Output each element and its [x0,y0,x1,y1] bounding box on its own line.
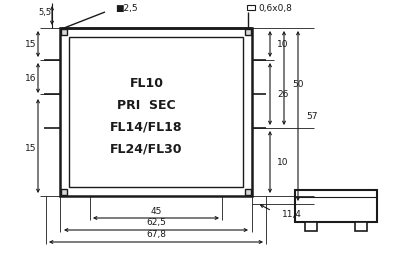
Bar [61,189,67,195]
Text: 67,8: 67,8 [146,230,166,239]
Text: 0,6x0,8: 0,6x0,8 [258,4,292,13]
Text: 5,5: 5,5 [38,8,52,17]
Bar [295,190,377,222]
Text: 15: 15 [25,39,37,48]
Text: 16: 16 [25,74,37,83]
Text: PRI  SEC: PRI SEC [117,99,176,111]
Bar [245,29,251,35]
Text: 11,4: 11,4 [282,211,302,220]
Text: 10: 10 [277,39,288,48]
Bar [69,37,243,187]
Text: 62,5: 62,5 [146,218,166,227]
Bar [60,28,252,196]
Text: 57: 57 [306,111,318,120]
Text: FL10: FL10 [130,76,164,90]
Text: 15: 15 [25,144,37,153]
Bar [245,189,251,195]
Text: 10: 10 [277,158,288,167]
Text: ■2,5: ■2,5 [115,4,138,13]
Bar [61,29,67,35]
Text: 26: 26 [277,90,288,99]
Text: FL14/FL18: FL14/FL18 [110,120,183,134]
Bar [247,5,255,10]
Text: 45: 45 [150,207,162,216]
Bar [305,222,317,231]
Text: FL24/FL30: FL24/FL30 [110,143,183,155]
Text: 50: 50 [292,80,304,88]
Bar [355,222,367,231]
